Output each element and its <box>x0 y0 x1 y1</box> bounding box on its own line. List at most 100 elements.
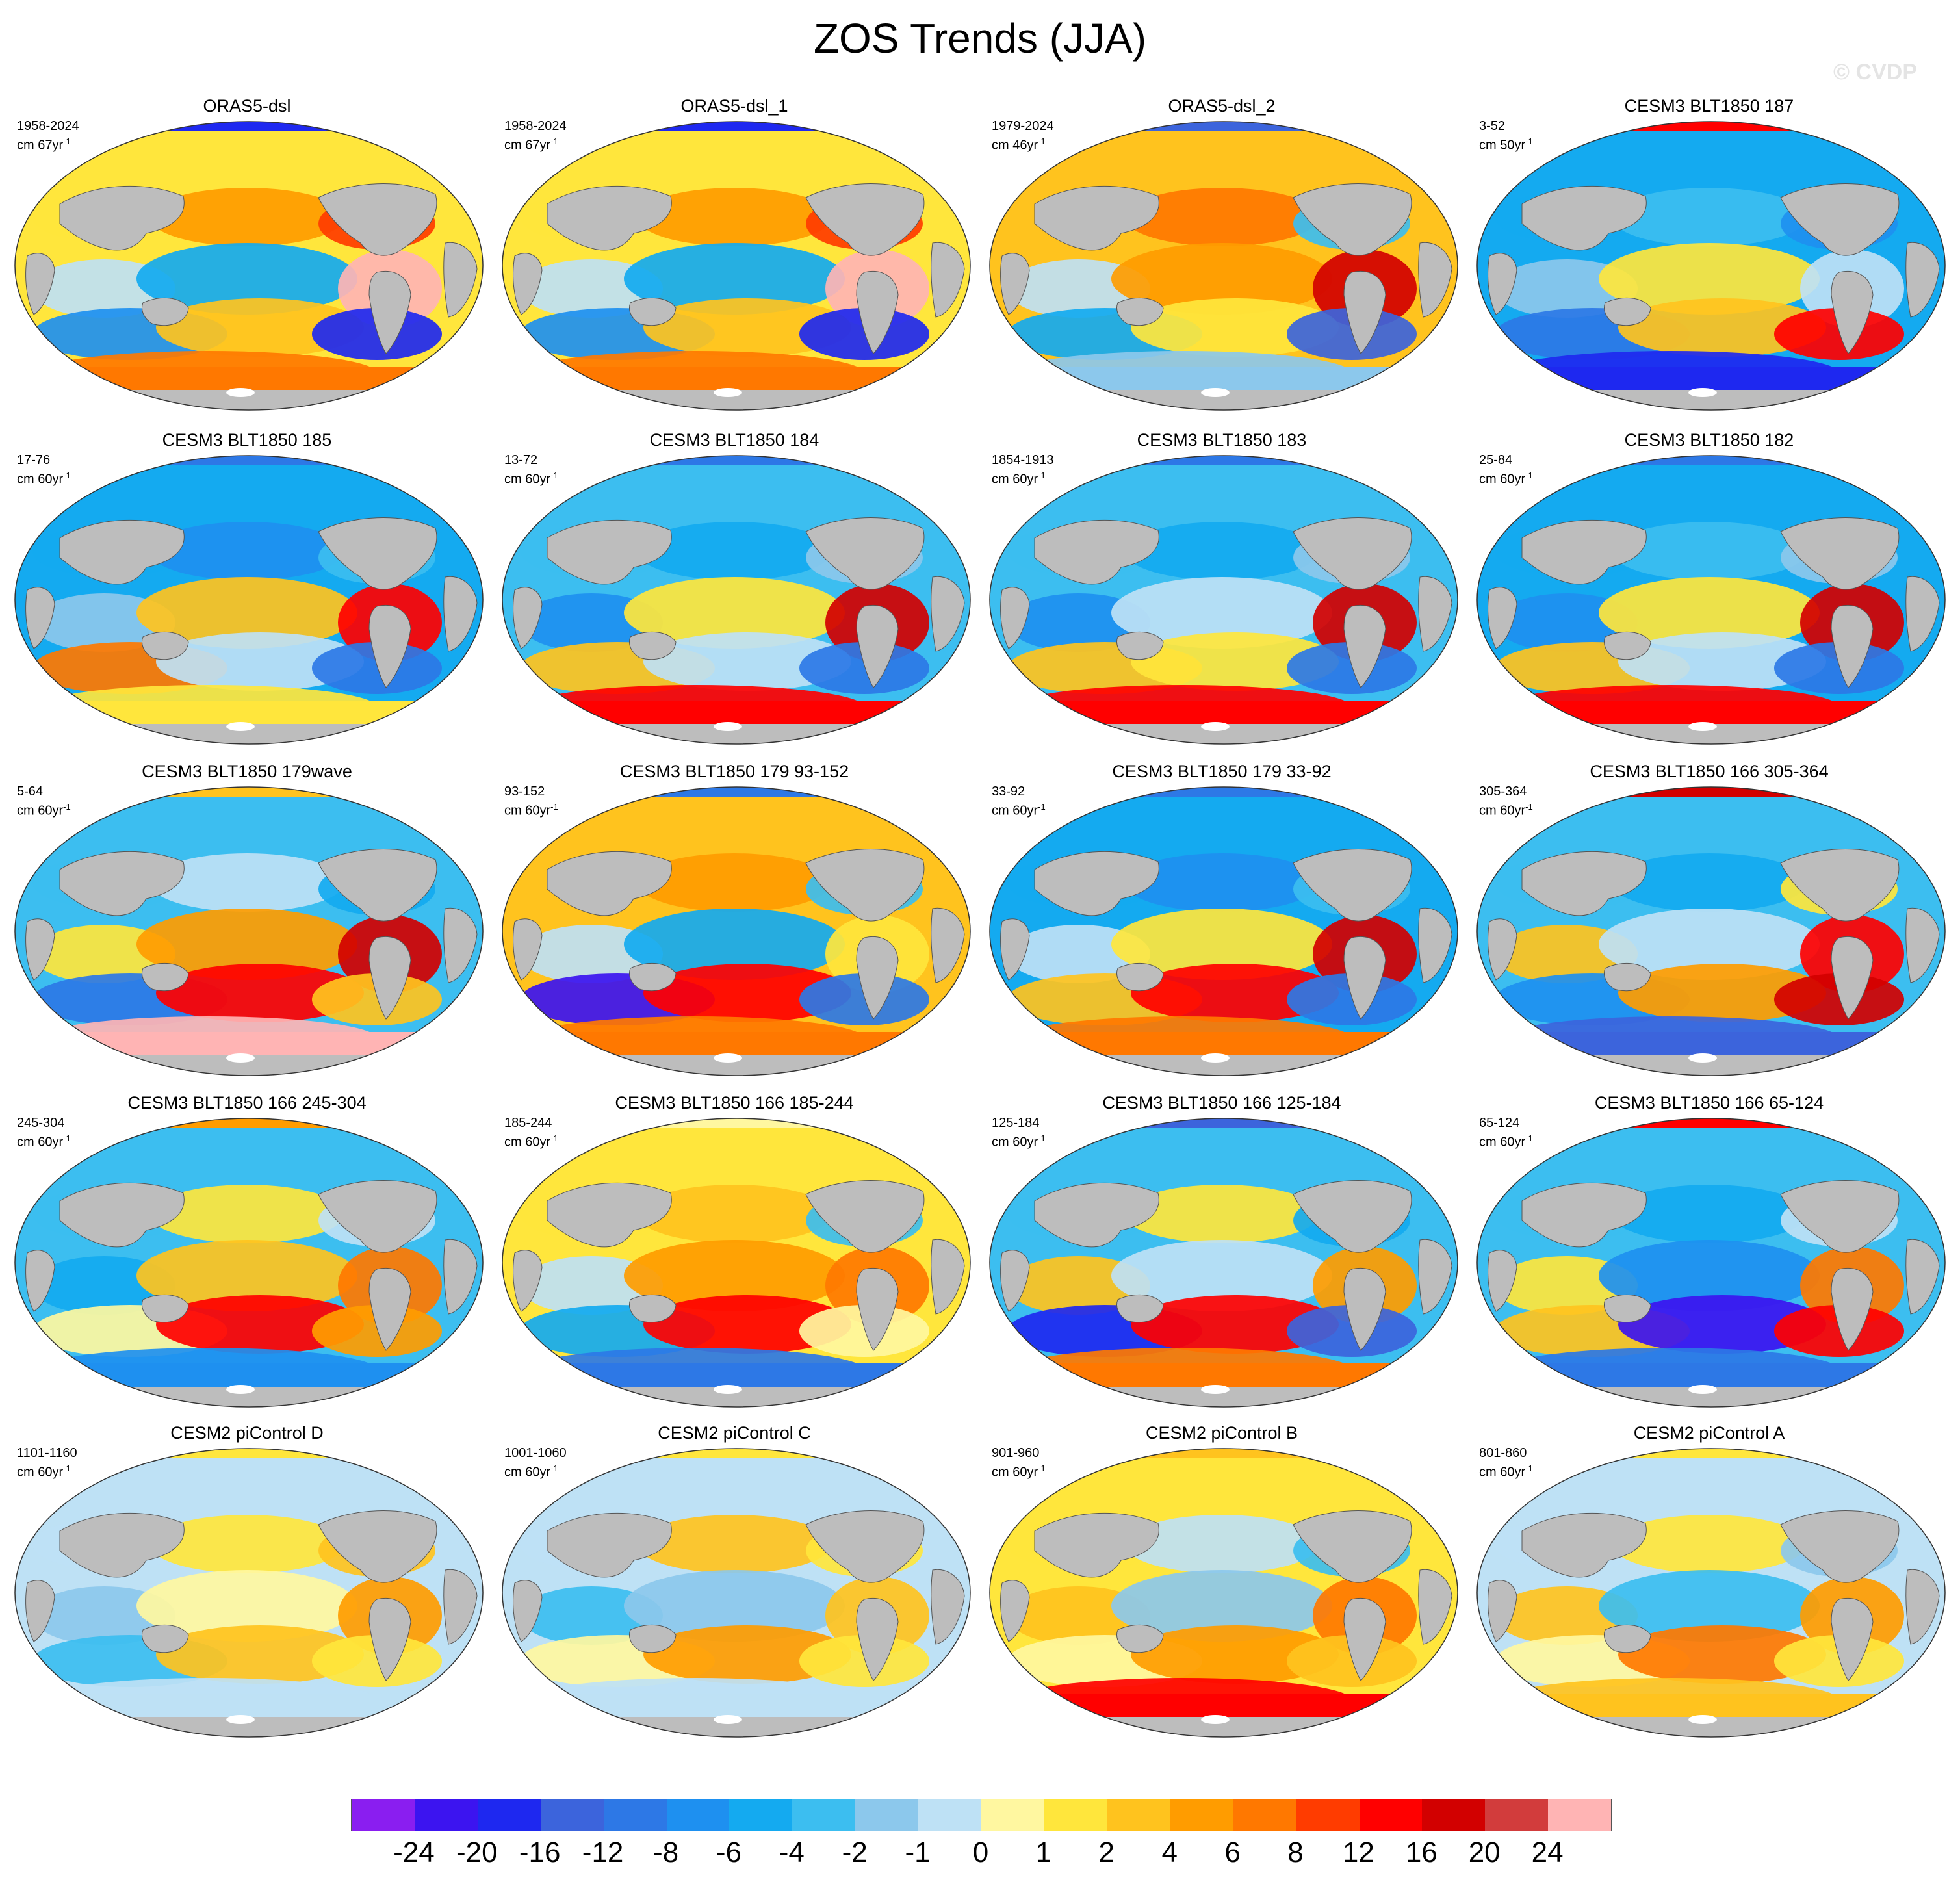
land-mass <box>513 253 543 315</box>
units-exponent: -1 <box>63 136 71 146</box>
trend-anomaly-patch <box>643 1625 851 1684</box>
land-mass <box>1780 1180 1900 1253</box>
ice-shelf <box>1201 1385 1230 1394</box>
land-mass <box>547 1182 672 1248</box>
trend-anomaly-patch <box>624 909 845 980</box>
units-text: cm 60yr <box>17 803 64 818</box>
colorbar-swatch <box>792 1799 856 1831</box>
land-mass <box>1000 253 1030 315</box>
period-label: 125-184 <box>992 1116 1040 1130</box>
panel-title: CESM2 piControl A <box>1633 1423 1785 1443</box>
southern-ocean-band <box>502 701 970 724</box>
southern-ocean-band <box>502 367 970 390</box>
panel-title: CESM2 piControl D <box>170 1423 324 1443</box>
land-mass <box>1521 1512 1647 1578</box>
map-outline <box>1476 455 1946 745</box>
land-mass <box>1418 576 1452 652</box>
units-label: cm 60yr-1 <box>17 1131 71 1150</box>
panel-title: ORAS5-dsl_1 <box>680 96 788 116</box>
units-exponent: -1 <box>1038 802 1046 812</box>
colorbar-swatch <box>540 1799 604 1831</box>
map-outline <box>502 455 971 745</box>
land-mass <box>547 519 672 585</box>
panel-title: CESM3 BLT1850 166 245-304 <box>127 1093 367 1113</box>
units-label: cm 60yr-1 <box>504 468 558 487</box>
land-mass <box>856 1268 899 1351</box>
units-text: cm 46yr <box>992 138 1038 153</box>
map-panel: CESM3 BLT1850 185 17-76 cm 60yr-1 <box>4 429 490 754</box>
land-mass <box>318 183 437 256</box>
trend-anomaly-patch <box>149 522 344 580</box>
land-mass <box>931 907 965 983</box>
units-exponent: -1 <box>1038 470 1046 480</box>
ice-shelf <box>226 1715 255 1724</box>
southern-ocean-band <box>990 1363 1458 1387</box>
colorbar-tick-label: -8 <box>652 1837 679 1868</box>
land-mass <box>1293 1180 1412 1253</box>
trend-anomaly-patch <box>1612 1515 1807 1573</box>
colorbar-tick-label: 1 <box>1035 1837 1052 1868</box>
units-text: cm 67yr <box>17 138 64 153</box>
units-exponent: -1 <box>63 1463 71 1473</box>
land-mass <box>1488 1580 1517 1642</box>
land-mass <box>805 1180 925 1253</box>
land-mass <box>1343 1268 1386 1351</box>
ice-shelf <box>714 1715 742 1724</box>
map-outline <box>1476 1118 1946 1408</box>
units-exponent: -1 <box>550 136 558 146</box>
units-label: cm 67yr-1 <box>504 134 558 153</box>
map-panel: CESM3 BLT1850 179 93-152 93-152 cm 60yr-1 <box>491 760 977 1085</box>
period-label: 185-244 <box>504 1116 552 1130</box>
land-mass <box>856 605 899 688</box>
colorbar-tick-label: -4 <box>779 1837 805 1868</box>
trend-anomaly-patch <box>312 973 442 1025</box>
land-mass <box>1831 605 1874 688</box>
land-mass <box>25 253 55 315</box>
land-mass <box>1034 1182 1159 1248</box>
land-mass <box>629 1294 677 1323</box>
trend-anomaly-patch <box>1287 973 1417 1025</box>
colorbar-tick-label: 16 <box>1405 1837 1438 1868</box>
trend-anomaly-patch <box>1287 1635 1417 1687</box>
period-label: 5-64 <box>17 784 44 799</box>
trend-anomaly-patch <box>799 308 929 360</box>
map-outline <box>1476 121 1946 411</box>
land-mass <box>1604 962 1651 992</box>
land-mass <box>443 242 478 318</box>
colorbar-tick-label: 8 <box>1287 1837 1304 1868</box>
units-text: cm 60yr <box>992 1135 1038 1150</box>
ice-shelf <box>1201 1053 1230 1063</box>
map-panel: CESM3 BLT1850 166 185-244 185-244 cm 60yr-… <box>491 1092 977 1417</box>
panel-title: CESM3 BLT1850 183 <box>1137 430 1307 450</box>
colorbar <box>351 1799 1612 1831</box>
trend-map <box>13 120 485 412</box>
ice-shelf <box>1688 388 1717 397</box>
ice-shelf <box>1688 1385 1717 1394</box>
map-panel: CESM2 piControl A 801-860 cm 60yr-1 <box>1466 1422 1952 1747</box>
trend-anomaly-patch <box>312 1305 442 1357</box>
colorbar-tick-label: -12 <box>582 1837 624 1868</box>
trend-anomaly-patch <box>799 1305 929 1357</box>
southern-ocean-band <box>1477 1032 1945 1055</box>
trend-anomaly-patch <box>1111 1570 1332 1642</box>
units-text: cm 60yr <box>17 472 64 487</box>
map-outline <box>1476 1448 1946 1738</box>
colorbar-tick-label: 24 <box>1531 1837 1564 1868</box>
panel-title: CESM3 BLT1850 185 <box>162 430 332 450</box>
land-mass <box>59 185 185 251</box>
land-mass <box>1488 918 1517 981</box>
trend-anomaly-patch <box>1774 1635 1904 1687</box>
panel-title: CESM3 BLT1850 179wave <box>142 762 352 781</box>
land-mass <box>1343 1598 1386 1681</box>
units-label: cm 60yr-1 <box>504 799 558 819</box>
land-mass <box>1418 907 1452 983</box>
units-text: cm 60yr <box>1479 803 1526 818</box>
land-mass <box>142 1294 189 1323</box>
trend-anomaly-patch <box>136 1570 357 1642</box>
trend-map <box>988 1447 1460 1739</box>
trend-anomaly-patch <box>136 577 357 649</box>
map-panel: CESM3 BLT1850 179 33-92 33-92 cm 60yr-1 <box>979 760 1465 1085</box>
ice-shelf <box>226 722 255 731</box>
land-mass <box>25 1580 55 1642</box>
trend-anomaly-patch <box>136 1240 357 1311</box>
